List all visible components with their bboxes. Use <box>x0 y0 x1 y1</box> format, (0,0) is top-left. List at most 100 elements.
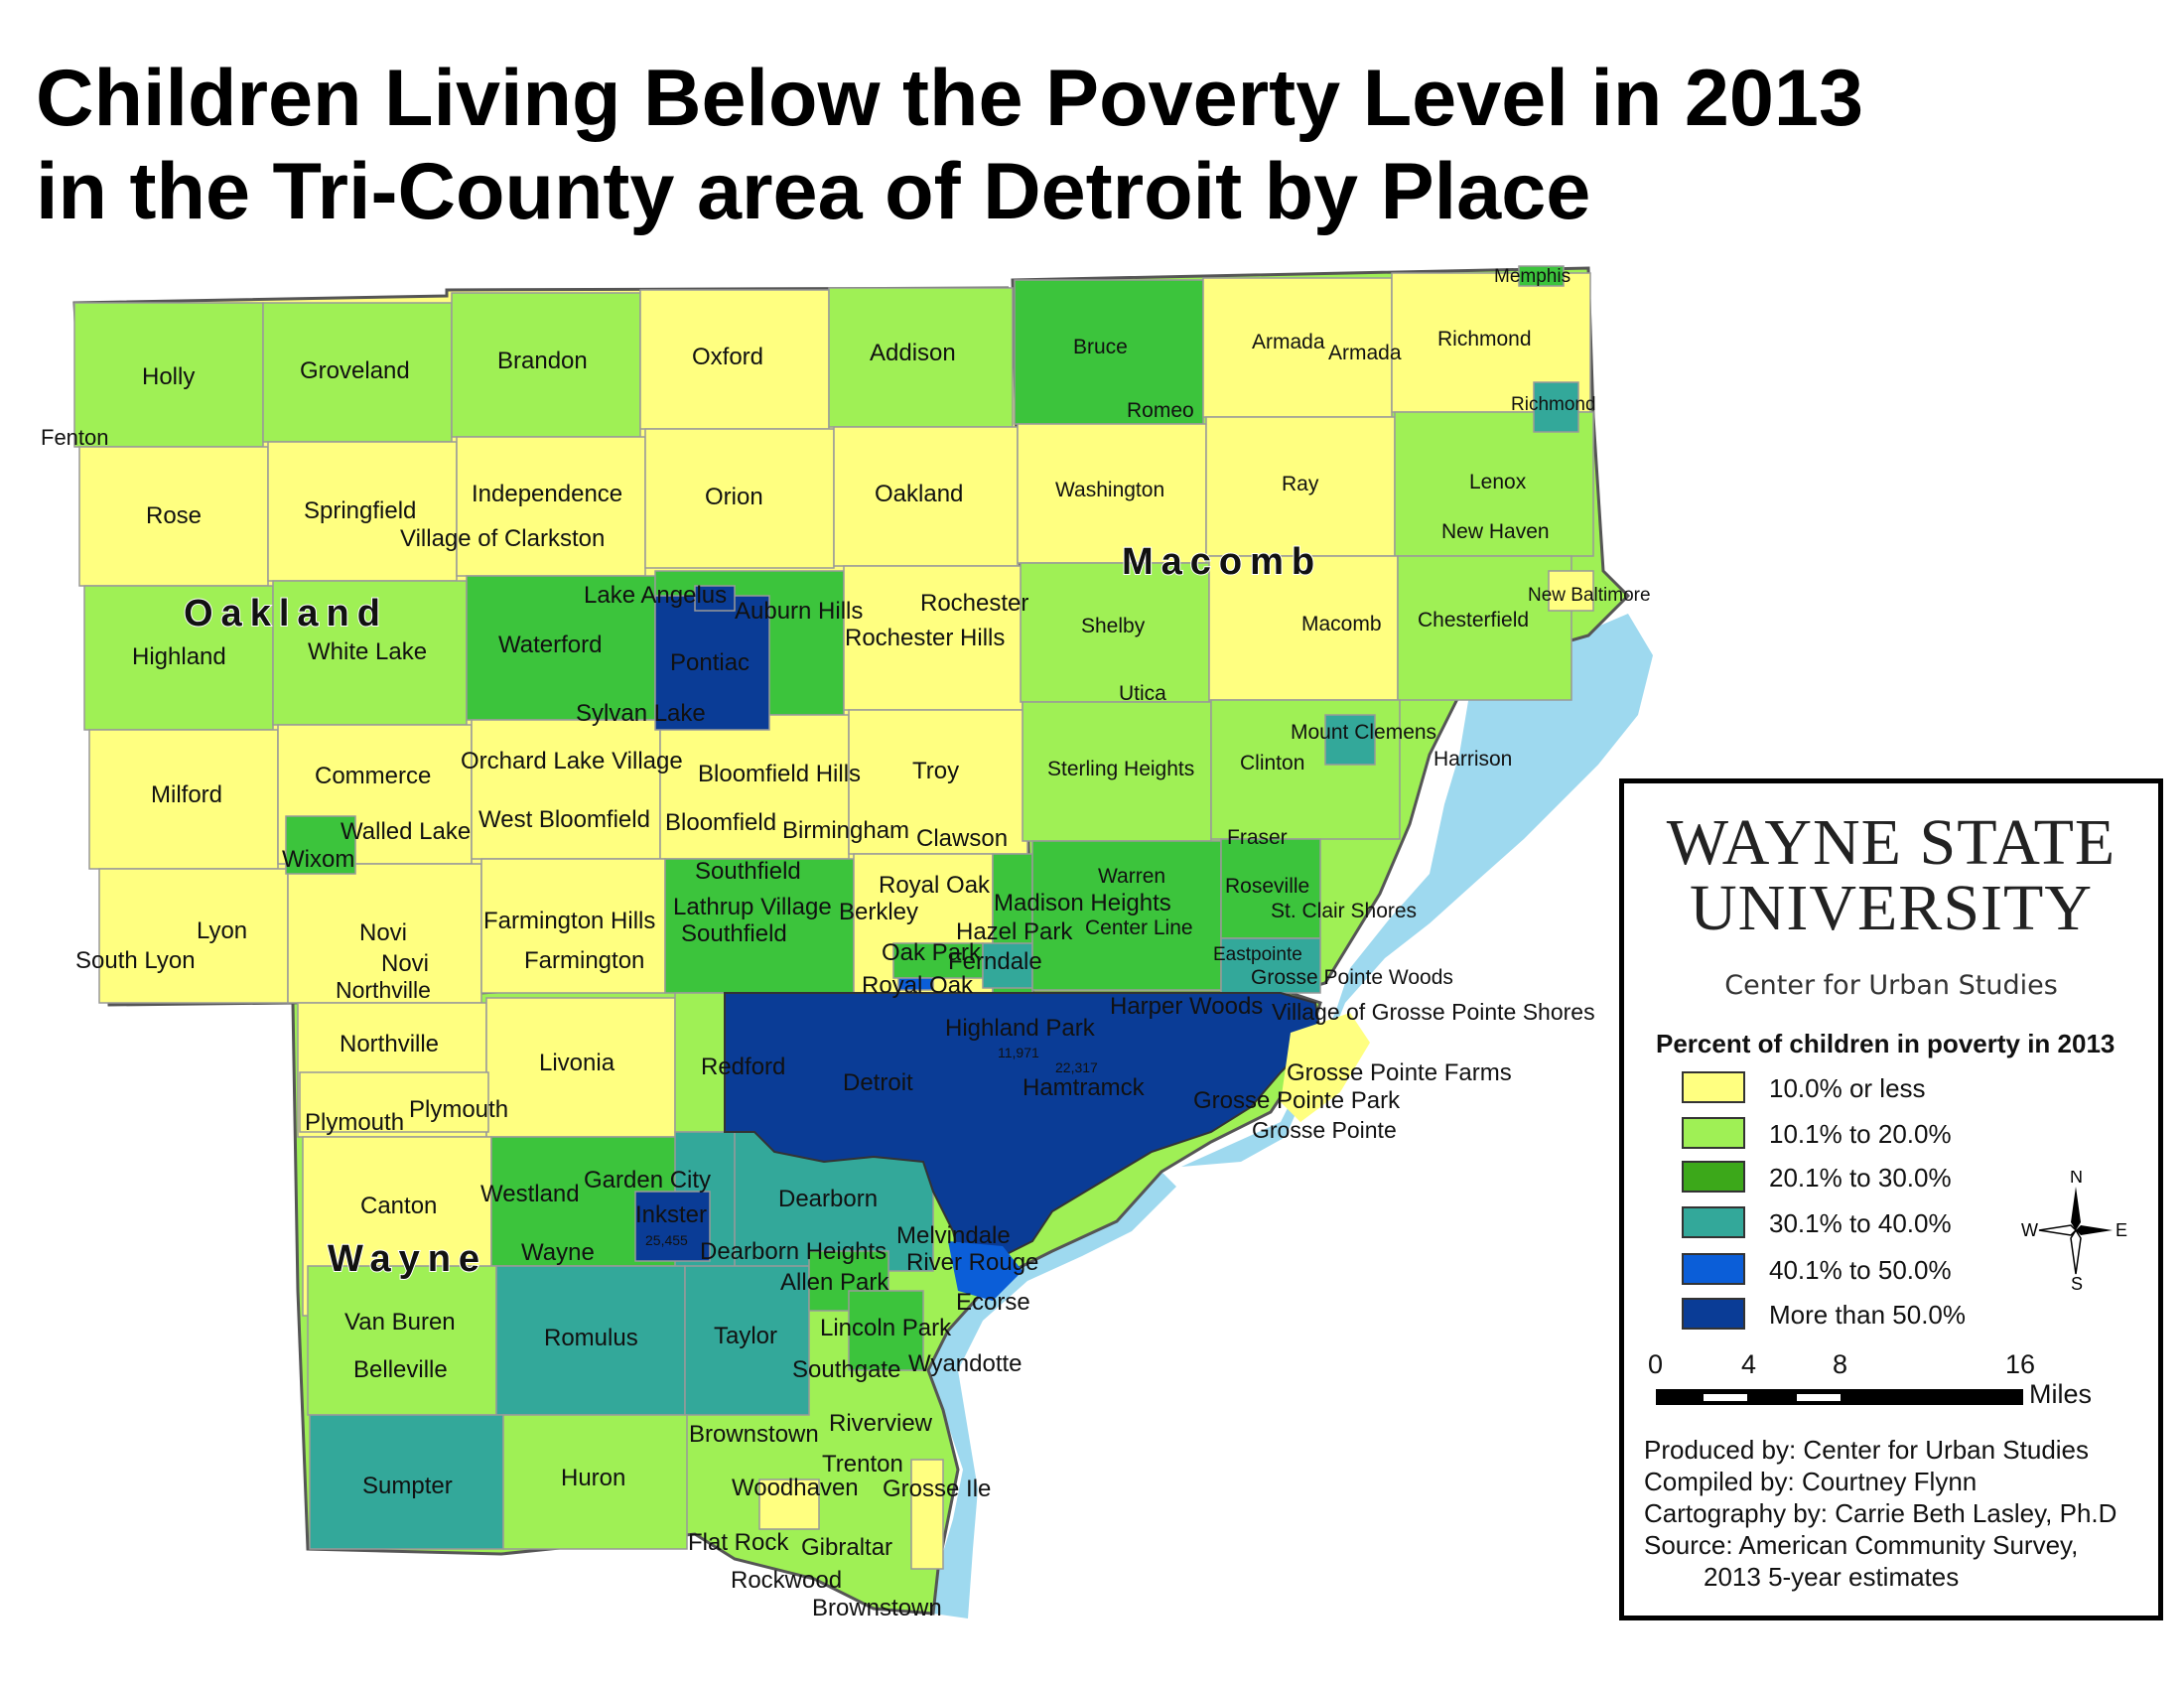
label-bruce: Bruce <box>1073 336 1128 358</box>
legend-swatch <box>1682 1298 1745 1330</box>
rose-area <box>78 446 269 587</box>
label-detroit: Detroit <box>843 1069 913 1096</box>
label-farmington-hills: Farmington Hills <box>483 908 655 934</box>
label-berkley: Berkley <box>839 899 918 925</box>
legend-swatch <box>1682 1161 1745 1193</box>
label-waterford: Waterford <box>498 632 602 658</box>
compass-n: N <box>2070 1171 2083 1187</box>
label-richmond-1: Richmond <box>1437 328 1532 351</box>
label-royal-oak-twp: Royal Oak <box>862 972 974 999</box>
pontiac-area <box>654 595 770 731</box>
oakland-twp-area <box>833 426 1019 567</box>
label-hamtramck-pop: 22,317 <box>1055 1059 1098 1075</box>
label-ferndale: Ferndale <box>948 948 1042 975</box>
label-milford: Milford <box>151 781 222 808</box>
label-wixom: Wixom <box>282 846 354 873</box>
label-rochester-hills: Rochester Hills <box>845 625 1005 651</box>
eastpointe-area <box>1220 937 1321 994</box>
label-northville-2: Northville <box>340 1031 439 1057</box>
label-van-buren: Van Buren <box>344 1309 456 1336</box>
label-madison-heights: Madison Heights <box>994 890 1171 916</box>
scale-tick-0: 0 <box>1648 1349 1664 1379</box>
label-garden-city: Garden City <box>584 1167 711 1194</box>
rochester-hills-area <box>843 565 1024 711</box>
compass-e: E <box>2116 1220 2127 1240</box>
label-grosse-ile: Grosse Ile <box>883 1476 991 1502</box>
label-gp-park: Grosse Pointe Park <box>1193 1087 1401 1114</box>
legend-swatch <box>1682 1253 1745 1285</box>
label-ray: Ray <box>1282 473 1319 495</box>
oxford-area <box>639 289 830 430</box>
credit-source-detail: 2013 5-year estimates <box>1704 1562 1960 1592</box>
farmington-hills-area <box>480 858 666 994</box>
label-canton: Canton <box>360 1193 437 1219</box>
ray-area <box>1205 416 1396 557</box>
label-walled-lake: Walled Lake <box>341 818 471 845</box>
label-shelby: Shelby <box>1081 615 1146 637</box>
credit-source: Source: American Community Survey, <box>1644 1530 2079 1560</box>
compass-s: S <box>2071 1274 2083 1290</box>
label-clawson: Clawson <box>916 825 1008 852</box>
label-troy: Troy <box>912 758 959 784</box>
label-eastpointe: Eastpointe <box>1213 944 1302 965</box>
label-lincoln-park: Lincoln Park <box>820 1315 952 1341</box>
label-dearborn-heights: Dearborn Heights <box>700 1238 887 1265</box>
label-ecorse: Ecorse <box>956 1289 1030 1316</box>
label-huron: Huron <box>561 1465 625 1491</box>
woodhaven-area <box>758 1478 820 1530</box>
label-oxford: Oxford <box>692 344 763 370</box>
legend-swatch <box>1682 1071 1745 1103</box>
label-harper-woods: Harper Woods <box>1110 993 1263 1020</box>
label-warren: Warren <box>1098 865 1165 888</box>
label-holly: Holly <box>142 363 195 390</box>
label-royal-oak: Royal Oak <box>879 872 991 899</box>
label-macomb-twp: Macomb <box>1301 613 1382 635</box>
label-lathrup: Lathrup Village <box>673 894 832 920</box>
sumpter-area <box>309 1414 504 1550</box>
novi-area <box>287 863 482 1004</box>
romulus-area <box>495 1265 686 1416</box>
label-woodhaven: Woodhaven <box>732 1475 859 1501</box>
oakland-townships <box>73 287 1033 1004</box>
lincoln-park-area <box>848 1290 924 1371</box>
addison-area <box>828 287 1014 428</box>
royal-oak-twp-area <box>897 977 934 991</box>
orion-area <box>644 428 835 569</box>
label-center-line: Center Line <box>1085 916 1193 939</box>
label-armada-1: Armada <box>1252 331 1325 353</box>
label-clarkston: Village of Clarkston <box>400 525 605 552</box>
bloomfield-area <box>659 714 850 860</box>
label-white-lake: White Lake <box>308 638 427 665</box>
label-wayne-city: Wayne <box>521 1239 595 1266</box>
inkster-area <box>634 1191 711 1262</box>
university-name-line-2: UNIVERSITY <box>1690 872 2093 944</box>
livonia-area <box>485 997 676 1138</box>
label-dearborn: Dearborn <box>778 1186 878 1212</box>
credit-produced: Produced by: Center for Urban Studies <box>1644 1435 2090 1465</box>
label-trenton: Trenton <box>822 1451 903 1477</box>
label-inkster-pop: 25,455 <box>645 1232 688 1248</box>
label-riverview: Riverview <box>829 1410 933 1437</box>
bruce-area <box>1014 279 1204 425</box>
label-orchard-lake: Orchard Lake Village <box>461 748 683 774</box>
ferndale-area <box>982 942 1033 989</box>
label-highland: Highland <box>132 643 226 670</box>
label-wyandotte: Wyandotte <box>908 1350 1023 1377</box>
label-rose: Rose <box>146 502 202 529</box>
north-arrow-icon: N S E W <box>2021 1171 2127 1290</box>
label-plymouth-2: Plymouth <box>409 1096 508 1123</box>
label-taylor: Taylor <box>714 1323 777 1349</box>
warren-area <box>1031 840 1222 991</box>
grosse-pointe-area <box>1281 1013 1370 1122</box>
legend-label: 10.1% to 20.0% <box>1769 1119 1952 1149</box>
label-gibraltar: Gibraltar <box>801 1534 892 1561</box>
grosse-ile-area <box>910 1459 944 1570</box>
credit-cartography: Cartography by: Carrie Beth Lasley, Ph.D <box>1644 1498 2117 1528</box>
label-melvindale: Melvindale <box>896 1222 1011 1249</box>
label-novi-1: Novi <box>359 919 407 946</box>
legend-label: 40.1% to 50.0% <box>1769 1255 1952 1285</box>
label-highland-park: Highland Park <box>945 1015 1096 1042</box>
label-livonia: Livonia <box>539 1050 615 1076</box>
label-brownstown-1: Brownstown <box>689 1421 819 1448</box>
label-roseville: Roseville <box>1225 875 1309 898</box>
